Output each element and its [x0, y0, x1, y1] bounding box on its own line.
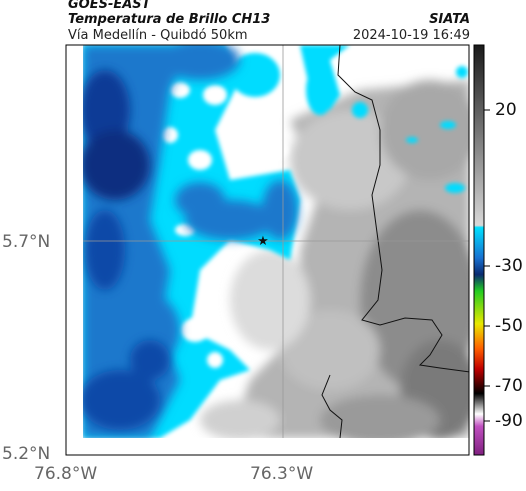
colorbar-tick-minus70: -70 [495, 376, 523, 396]
route-subtitle: Vía Medellín - Quibdó 50km [68, 28, 248, 43]
lon-label-76-3: 76.3°W [250, 464, 314, 484]
product-title: Temperatura de Brillo CH13 [68, 12, 271, 27]
colorbar-tick-20: 20 [495, 100, 517, 120]
colorbar-tick-minus50: -50 [495, 316, 523, 336]
lat-label-5-2: 5.2°N [2, 444, 51, 464]
brightness-temperature-field: ★ [83, 45, 469, 438]
colorbar-tick-minus30: -30 [495, 256, 523, 276]
colorbar-tick-minus90: -90 [495, 411, 523, 431]
lon-label-76-8: 76.8°W [34, 464, 98, 484]
location-star-marker: ★ [257, 234, 269, 249]
lat-label-5-7: 5.7°N [2, 232, 51, 252]
colorbar [473, 44, 490, 456]
organization-label: SIATA [429, 12, 470, 27]
map-frame [65, 44, 470, 456]
satellite-title: GOES-EAST [68, 0, 151, 12]
timestamp-label: 2024-10-19 16:49 [352, 28, 470, 43]
